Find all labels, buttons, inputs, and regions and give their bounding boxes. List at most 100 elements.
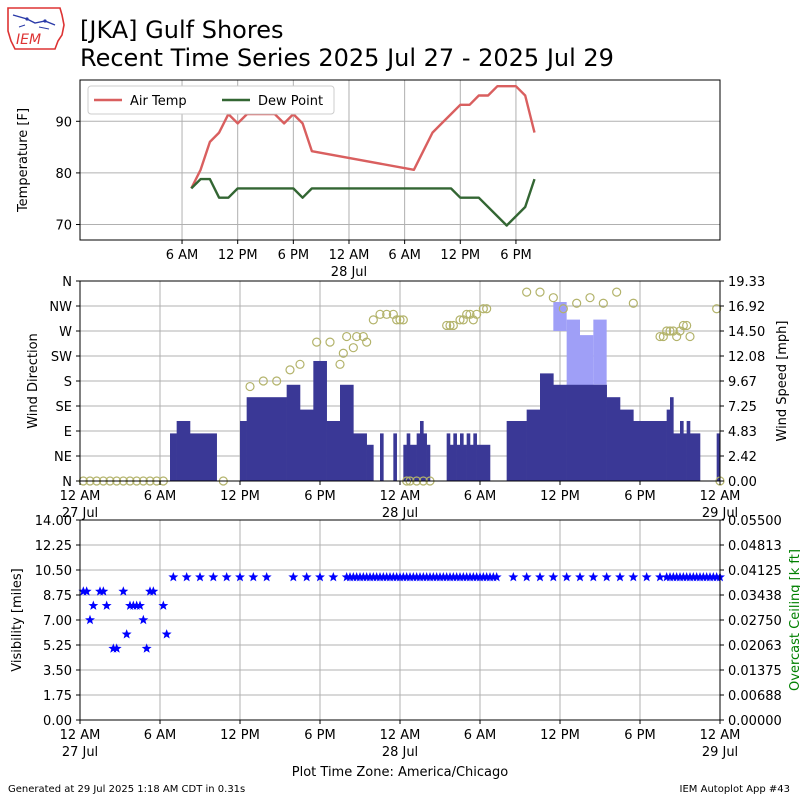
wind-speed-bar	[246, 397, 287, 481]
x-tick-label: 12 PM	[218, 248, 258, 263]
direction-tick-label: N	[62, 475, 72, 490]
visibility-point	[235, 571, 245, 582]
y2-tick-label: 0.01375	[728, 664, 782, 679]
visibility-point	[101, 600, 112, 610]
wind-direction-point	[258, 376, 268, 386]
wind-direction-point	[612, 287, 622, 297]
wind-speed-bar	[460, 433, 464, 481]
visibility-point	[508, 571, 519, 582]
y-axis-label: Visibility [miles]	[10, 568, 25, 671]
wind-direction-point	[368, 315, 378, 325]
y-axis-label: Temperature [F]	[16, 108, 31, 213]
wind-speed-bar	[423, 433, 427, 481]
wind-direction-point	[285, 365, 295, 375]
visibility-point	[248, 571, 259, 582]
wind-speed-bar	[456, 444, 461, 481]
visibility-point	[168, 571, 179, 582]
visibility-point	[208, 571, 219, 582]
series-line-dew-point	[190, 177, 536, 227]
wind-speed-bar	[620, 409, 634, 481]
wind-direction-point	[392, 315, 402, 325]
visibility-point	[98, 586, 109, 596]
visibility-point	[561, 571, 572, 582]
visibility-point	[181, 571, 192, 582]
speed-tick-label: 2.42	[728, 450, 757, 465]
wind-speed-bar	[660, 420, 667, 481]
wind-direction-point	[455, 315, 465, 325]
y-tick-label: 90	[55, 115, 72, 130]
x-tick-label: 12 PM	[540, 728, 580, 743]
legend-box	[87, 85, 335, 115]
x-tick-label: 6 PM	[500, 248, 531, 263]
wind-speed-bar	[286, 384, 301, 481]
wind-speed-bar	[526, 409, 541, 481]
wind-direction-point	[352, 331, 362, 342]
y2-axis-label: Wind Speed [mph]	[775, 321, 790, 442]
wind-direction-point	[662, 326, 672, 336]
x-tick-label: 12 AM	[700, 728, 741, 743]
visibility-point	[521, 571, 532, 582]
y-tick-label: 10.50	[35, 564, 72, 579]
y2-tick-label: 0.02750	[728, 614, 782, 629]
wind-speed-bar	[680, 420, 684, 481]
wind-direction-point	[245, 381, 255, 392]
visibility-point	[141, 643, 152, 653]
chart-title-line2: Recent Time Series 2025 Jul 27 - 2025 Ju…	[80, 44, 614, 72]
y2-tick-label: 0.04813	[728, 539, 782, 554]
y2-tick-label: 0.00000	[728, 714, 782, 729]
y2-tick-label: 0.04125	[728, 564, 782, 579]
wind-speed-bar	[470, 444, 474, 481]
wind-direction-point	[585, 293, 595, 303]
x-tick-sublabel: 28 Jul	[382, 506, 418, 521]
y2-axis-label: Overcast Ceiling [k ft]	[788, 549, 800, 691]
x-tick-label: 6 PM	[624, 489, 655, 504]
speed-tick-label: 4.83	[728, 425, 757, 440]
wind-direction-point	[478, 304, 488, 314]
wind-speed-bar	[666, 409, 671, 481]
wind-speed-bar	[593, 384, 607, 481]
visibility-point	[121, 629, 132, 639]
visibility-point	[301, 571, 312, 582]
plot-frame	[79, 79, 721, 241]
wind-direction-point	[628, 298, 638, 308]
wind-speed-bar	[540, 373, 554, 481]
y-tick-label: 7.00	[43, 614, 72, 629]
y2-tick-label: 0.02063	[728, 639, 782, 654]
y-tick-label: 0.00	[43, 714, 72, 729]
x-tick-label: 6 PM	[304, 728, 335, 743]
speed-tick-label: 14.50	[728, 325, 765, 340]
direction-tick-label: S	[64, 375, 72, 390]
wind-direction-point	[335, 359, 345, 369]
x-tick-label: 6 AM	[464, 489, 497, 504]
wind-direction-point	[472, 309, 482, 319]
wind-direction-point	[522, 287, 532, 297]
wind-direction-point	[448, 320, 458, 331]
x-tick-label: 6 PM	[278, 248, 309, 263]
wind-gust-bar	[593, 319, 607, 385]
x-tick-label: 6 AM	[166, 248, 199, 263]
x-tick-sublabel: 29 Jul	[702, 745, 738, 760]
wind-speed-bar	[353, 433, 367, 481]
wind-speed-bar	[410, 444, 417, 481]
wind-speed-bar	[566, 384, 594, 481]
direction-tick-label: E	[64, 425, 72, 440]
x-tick-label: 12 AM	[60, 489, 101, 504]
x-tick-sublabel: 28 Jul	[331, 265, 367, 280]
wind-direction-point	[665, 326, 675, 336]
x-tick-label: 12 AM	[380, 489, 421, 504]
visibility-point	[118, 586, 129, 596]
wind-speed-bar	[313, 360, 327, 481]
wind-direction-point	[312, 337, 322, 347]
wind-panel: N NE E SE S SW W NW N 0.00 2.42 4.83 7.25 9.67 12.08 14…	[26, 275, 790, 521]
series-line-air-temp	[190, 85, 536, 189]
y-tick-label: 14.00	[35, 514, 72, 529]
wind-speed-bar	[240, 420, 247, 481]
y-tick-label: 3.50	[43, 664, 72, 679]
wind-direction-point	[655, 331, 665, 342]
visibility-point	[328, 571, 339, 582]
speed-tick-label: 0.00	[728, 475, 757, 490]
visibility-panel: 0.00 1.75 3.50 5.25 7.00 8.75 10.50 12.25 14.00 0…	[10, 514, 800, 780]
wind-speed-bar	[170, 433, 177, 481]
x-tick-sublabel: 27 Jul	[62, 745, 98, 760]
